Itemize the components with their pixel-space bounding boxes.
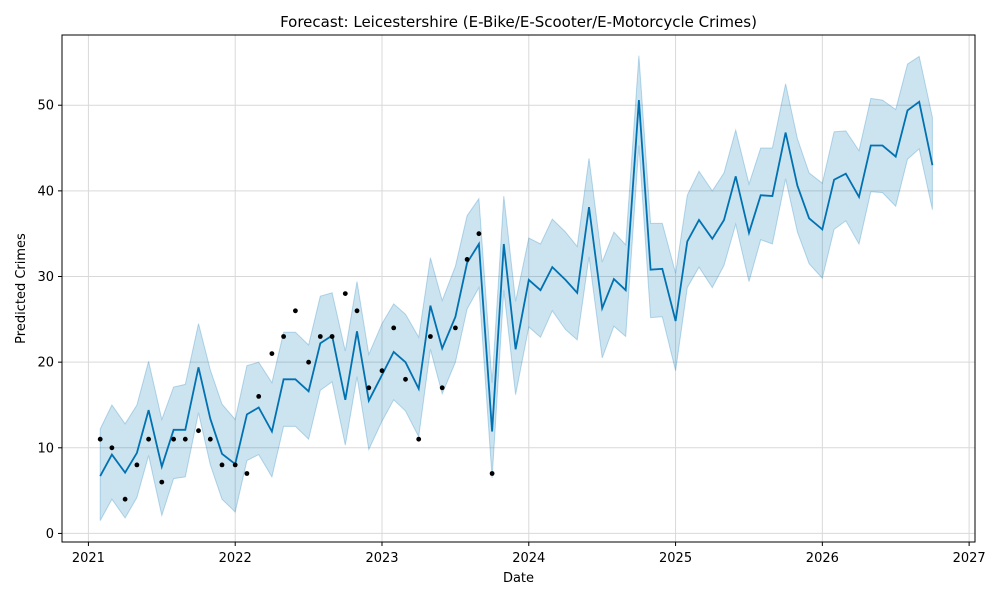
grid-lines: [62, 35, 975, 542]
observed-point: [354, 308, 360, 314]
observed-point: [453, 325, 458, 331]
observed-point: [97, 436, 103, 442]
observed-point: [196, 428, 201, 434]
observed-point: [329, 334, 335, 339]
x-tick-label: 2027: [953, 551, 986, 566]
x-axis-label: Date: [503, 571, 534, 586]
uncertainty-band: [99, 55, 933, 521]
observed-point: [134, 462, 140, 468]
observed-point: [122, 496, 128, 502]
x-tick-label: 2023: [365, 551, 398, 566]
observed-point: [342, 291, 348, 296]
observed-points: [97, 231, 495, 502]
observed-point: [476, 231, 482, 237]
y-tick-label: 20: [37, 356, 54, 371]
x-axis-ticks: 2021 2022 2023 2024 2025 2026 2027: [72, 542, 986, 566]
observed-point: [281, 334, 286, 339]
x-tick-label: 2026: [806, 551, 839, 566]
x-tick-label: 2022: [219, 551, 252, 566]
observed-point: [146, 436, 152, 442]
observed-point: [219, 462, 225, 468]
forecast-line: [99, 100, 934, 477]
observed-point: [489, 471, 495, 476]
x-tick-label: 2021: [72, 551, 105, 566]
y-axis-ticks: 0 10 20 30 40 50: [37, 99, 62, 542]
observed-point: [366, 385, 372, 391]
x-tick-label: 2024: [512, 551, 545, 566]
observed-point: [269, 351, 275, 356]
y-tick-label: 10: [37, 441, 54, 456]
observed-point: [306, 359, 311, 365]
observed-point: [109, 445, 115, 451]
observed-point: [293, 308, 298, 314]
y-tick-label: 40: [37, 184, 54, 199]
y-tick-label: 30: [37, 270, 54, 285]
x-tick-label: 2025: [659, 551, 692, 566]
observed-point: [416, 436, 422, 442]
observed-point: [379, 368, 385, 374]
y-axis-label: Predicted Crimes: [14, 233, 29, 344]
observed-point: [207, 436, 213, 442]
observed-point: [159, 479, 165, 485]
plot-frame: [61, 34, 976, 543]
chart-title: Forecast: Leicestershire (E-Bike/E-Scoot…: [280, 13, 757, 31]
observed-point: [428, 334, 433, 339]
observed-point: [403, 376, 408, 382]
observed-point: [464, 257, 470, 262]
observed-point: [182, 436, 188, 442]
observed-point: [317, 334, 323, 339]
observed-point: [391, 325, 397, 331]
observed-point: [171, 436, 177, 442]
observed-point: [244, 471, 250, 476]
observed-point: [232, 462, 238, 468]
observed-point: [439, 385, 445, 391]
y-tick-label: 50: [37, 99, 54, 114]
y-tick-label: 0: [46, 527, 54, 542]
observed-point: [256, 394, 262, 399]
